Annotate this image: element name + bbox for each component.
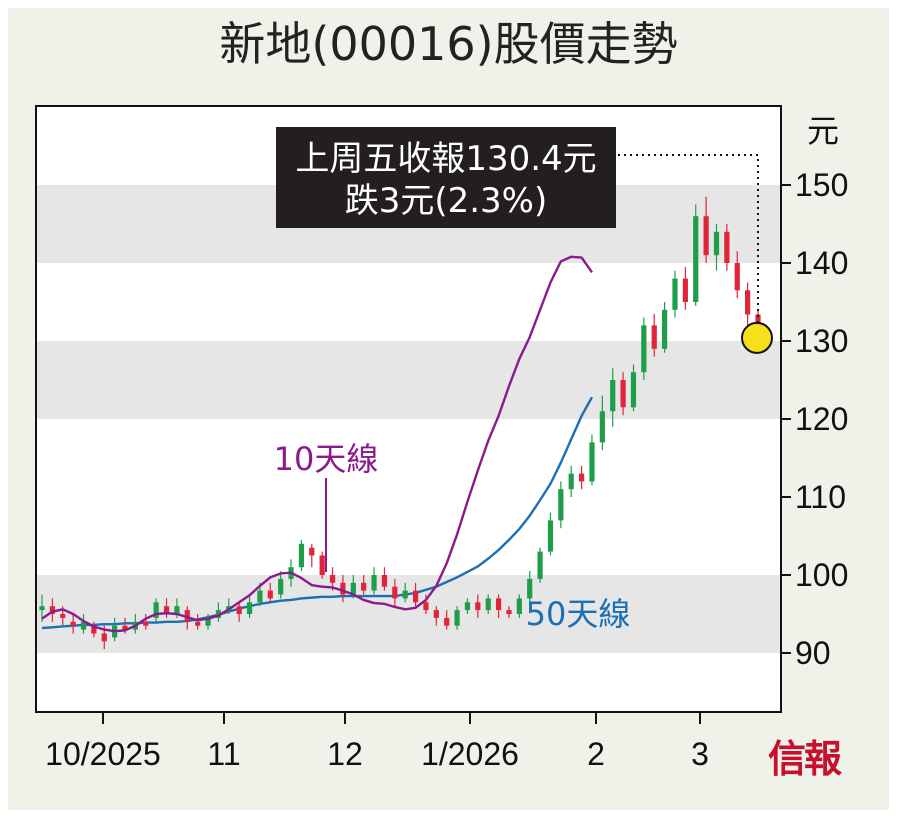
x-tick-label: 3	[691, 736, 709, 772]
candle-body	[589, 442, 595, 482]
candle-body	[547, 520, 554, 552]
ma10-layer	[41, 255, 593, 633]
ma10-label: 10天線	[274, 440, 379, 478]
candle-body	[267, 590, 273, 599]
candle-body	[361, 582, 367, 591]
xinbao-logo: 信報	[768, 736, 842, 781]
ma50-label: 50天線	[526, 595, 631, 633]
candle-body	[402, 590, 408, 599]
candle-body	[215, 610, 222, 618]
x-tick-label: 11	[207, 736, 240, 772]
candle-body	[568, 473, 574, 490]
y-tick-label: 120	[795, 401, 848, 437]
ma10-line	[41, 255, 593, 633]
candle-body	[246, 602, 253, 614]
candle-body	[745, 290, 751, 315]
candle-body	[329, 575, 336, 583]
candle-body	[703, 216, 709, 256]
candle-body	[392, 586, 398, 599]
candle-body	[122, 625, 128, 630]
candle-body	[257, 590, 263, 603]
candle-body	[91, 625, 97, 634]
candle-body	[340, 582, 346, 595]
chart-title: 新地(00016)股價走勢	[219, 17, 678, 71]
x-axis-ticks: 10/2025 11 12 1/2026 2 3	[45, 712, 709, 772]
candle-body	[682, 278, 688, 302]
x-tick-label: 10/2025	[45, 736, 161, 772]
candle-body	[163, 606, 170, 614]
y-tick-label: 110	[795, 479, 846, 515]
candle-body	[724, 231, 730, 263]
candle-body	[39, 606, 45, 611]
candle-body	[558, 489, 564, 521]
candle-body	[693, 216, 699, 302]
y-tick-label: 100	[795, 557, 848, 593]
candle-body	[620, 380, 626, 408]
last-close-marker	[741, 321, 773, 354]
candle-body	[506, 610, 512, 614]
candle-body	[651, 325, 657, 349]
candle-body	[662, 309, 668, 349]
candle-body	[485, 598, 491, 611]
plot-frame	[35, 105, 782, 713]
y-tick-label: 140	[795, 245, 848, 281]
candle-body	[153, 602, 159, 618]
candle-body	[309, 547, 315, 556]
candle-body	[350, 582, 356, 595]
candle-body	[70, 621, 76, 626]
candle-body	[195, 621, 201, 626]
candle-body	[101, 633, 107, 642]
candle-body	[734, 263, 740, 291]
y-tick-label: 90	[795, 635, 831, 671]
candle-body	[49, 606, 55, 614]
candle-body	[412, 590, 419, 603]
candle-body	[516, 598, 522, 614]
candle-body	[319, 555, 325, 575]
candle-body	[381, 575, 388, 587]
candle-body	[610, 380, 616, 412]
candle-body	[672, 278, 678, 310]
candle-body	[527, 578, 533, 599]
candle-body	[578, 473, 585, 482]
grid-band	[36, 575, 781, 653]
candle-body	[454, 610, 460, 626]
y-tick-label: 130	[795, 323, 848, 359]
candle-body	[80, 621, 87, 630]
grid-band	[36, 341, 781, 419]
annotation-line1: 上周五收報130.4元	[295, 139, 596, 179]
annotation-line2: 跌3元(2.3%)	[345, 181, 548, 221]
y-tick-label: 150	[795, 167, 848, 203]
y-axis-ticks: 90 100 110 120 130 140 150	[781, 167, 848, 671]
y-axis-unit: 元	[807, 113, 839, 149]
candle-body	[174, 606, 180, 614]
candle-body	[713, 231, 720, 256]
candle-body	[630, 372, 637, 408]
candle-body	[205, 617, 211, 626]
candle-body	[464, 602, 471, 611]
candle-body	[423, 602, 429, 611]
candle-body	[371, 575, 377, 591]
x-tick-label: 1/2026	[421, 736, 519, 772]
candle-body	[495, 598, 502, 611]
x-tick-label: 2	[587, 736, 605, 772]
candle-body	[143, 621, 149, 626]
annotation-box	[276, 127, 616, 228]
candle-body	[60, 614, 66, 618]
candle-body	[298, 543, 305, 568]
annotation-group: 上周五收報130.4元 跌3元(2.3%)	[276, 127, 616, 228]
grid-bands	[36, 185, 781, 653]
candle-body	[475, 602, 481, 611]
x-tick-label: 12	[327, 736, 363, 772]
candle-body	[537, 551, 543, 579]
candle-body	[278, 578, 284, 595]
annotation-leader	[618, 154, 759, 322]
candles-layer	[39, 196, 761, 650]
candle-body	[236, 606, 242, 614]
plot-border	[35, 105, 782, 713]
candle-body	[444, 617, 450, 626]
candle-body	[641, 325, 647, 373]
candle-body	[599, 411, 605, 443]
candle-body	[433, 610, 439, 618]
